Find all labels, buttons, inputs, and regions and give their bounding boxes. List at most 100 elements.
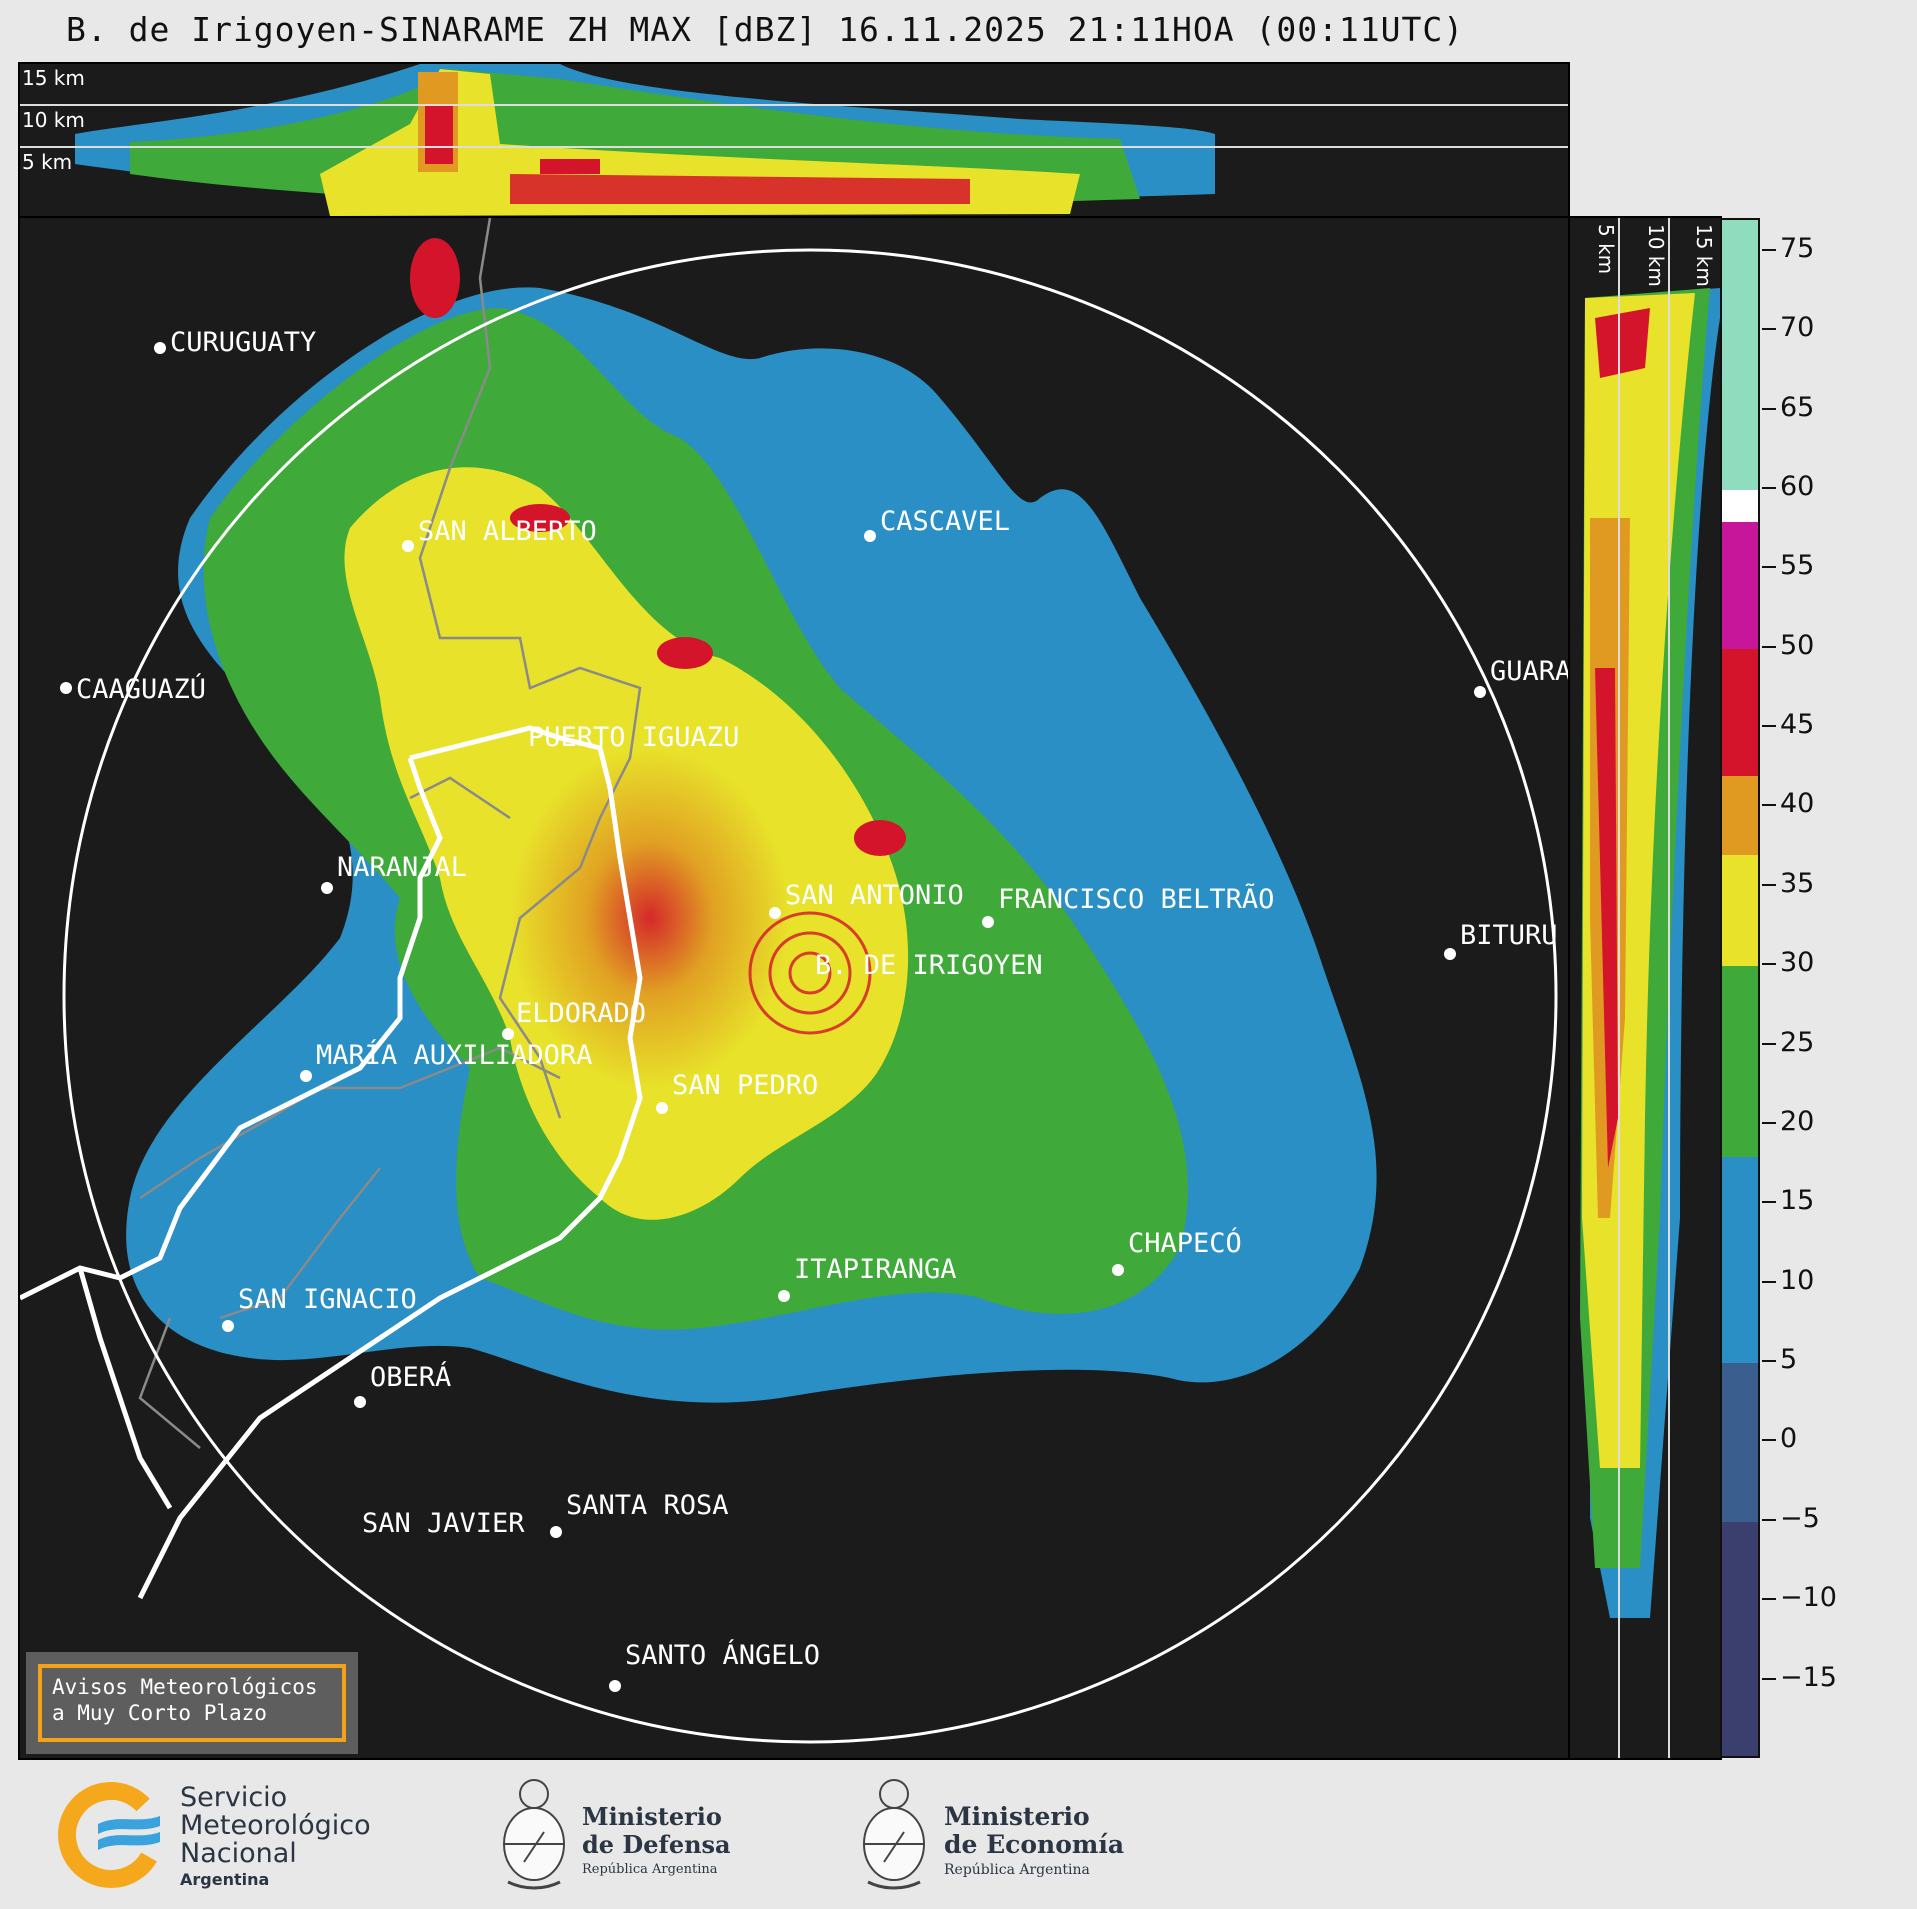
top-cross-section-panel: 15 km 10 km 5 km [18, 62, 1570, 218]
colorbar-segment [1722, 775, 1758, 856]
city-label-cascavel: CASCAVEL [880, 506, 1010, 537]
colorbar-tick-label: 55 [1780, 550, 1815, 582]
radar-map-svg [20, 218, 1558, 1744]
city-label-chapeco: CHAPECÓ [1128, 1227, 1242, 1259]
colorbar-tick [1762, 725, 1776, 728]
city-dot-san-antonio [769, 907, 781, 919]
colorbar-tick-label: 0 [1780, 1423, 1798, 1455]
city-label-san-javier: SAN JAVIER [362, 1508, 525, 1539]
smn-logo-line4: Argentina [180, 1870, 270, 1889]
side-altitude-label-15km: 15 km [1692, 224, 1716, 287]
colorbar-tick-label: 50 [1780, 629, 1815, 661]
colorbar-tick [1762, 1121, 1776, 1124]
top-cross-section-echo [75, 64, 1215, 216]
smn-logo-line1: Servicio [180, 1782, 288, 1813]
city-label-obera: OBERÁ [370, 1361, 451, 1393]
economia-logo-line1: Ministerio [944, 1802, 1090, 1831]
colorbar-tick-label: 10 [1780, 1264, 1815, 1296]
city-label-puerto-iguazu: PUERTO IGUAZU [528, 722, 739, 753]
near-radar-rings [748, 911, 872, 1035]
chart-title: B. de Irigoyen-SINARAME ZH MAX [dBZ] 16.… [66, 10, 1465, 49]
echo-cell-2 [510, 504, 570, 532]
border-gray-1 [418, 218, 642, 1119]
city-label-maria-auxiliadora: MARÍA AUXILIADORA [316, 1039, 592, 1071]
colorbar-tick [1762, 248, 1776, 251]
city-label-bituru: BITURU [1460, 920, 1558, 951]
city-label-santa-rosa: SANTA ROSA [566, 1490, 729, 1521]
colorbar-tick-label: −15 [1780, 1661, 1837, 1693]
colorbar-tick [1762, 883, 1776, 886]
economia-logo-line2: de Economía [944, 1830, 1125, 1859]
colorbar-tick-label: −5 [1780, 1502, 1820, 1534]
city-label-caaguazu: CAAGUAZÚ [76, 673, 206, 705]
city-label-san-ignacio: SAN IGNACIO [238, 1284, 417, 1315]
echo-cell-1 [657, 637, 713, 669]
colorbar-tick-label: 35 [1780, 867, 1815, 899]
city-dot-san-pedro [656, 1102, 668, 1114]
notice-inner: Avisos Meteorológicos a Muy Corto Plazo [38, 1664, 346, 1742]
colorbar-tick [1762, 1201, 1776, 1204]
colorbar-tick-label: 20 [1780, 1105, 1815, 1137]
colorbar-segment [1722, 220, 1758, 490]
side-altitude-line-10km [1668, 218, 1670, 1758]
city-label-eldorado: ELDORADO [516, 998, 646, 1029]
economia-seal-icon [863, 1779, 925, 1890]
defensa-seal-icon [503, 1779, 565, 1890]
colorbar-tick-label: 65 [1780, 391, 1815, 423]
colorbar-tick [1762, 566, 1776, 569]
colorbar-tick [1762, 328, 1776, 331]
city-label-san-pedro: SAN PEDRO [672, 1070, 818, 1101]
city-dot-itapiranga [778, 1290, 790, 1302]
colorbar-tick [1762, 486, 1776, 489]
notice-line-2: a Muy Corto Plazo [52, 1701, 267, 1725]
colorbar-tick [1762, 1598, 1776, 1601]
echo-cell-3 [854, 820, 906, 856]
city-dot-san-alberto [402, 540, 414, 552]
altitude-line-10km [20, 104, 1568, 106]
colorbar-segment [1722, 648, 1758, 776]
notice-line-1: Avisos Meteorológicos [52, 1675, 318, 1699]
colorbar-tick [1762, 1518, 1776, 1521]
city-dot-bituru [1444, 948, 1456, 960]
city-layer: CURUGUATY SAN ALBERTO CASCAVEL CAAGUAZÚ … [60, 327, 1568, 1692]
city-label-curuguaty: CURUGUATY [170, 327, 316, 358]
city-dot-caaguazu [60, 682, 72, 694]
colorbar-tick [1762, 1677, 1776, 1680]
city-label-b-de-irigoyen: B. DE IRIGOYEN [815, 950, 1043, 981]
colorbar-tick [1762, 1280, 1776, 1283]
city-dot-maria-auxiliadora [300, 1070, 312, 1082]
city-label-guara: GUARA [1490, 656, 1568, 687]
city-label-san-alberto: SAN ALBERTO [418, 516, 597, 547]
colorbar-tick-label: 45 [1780, 709, 1815, 741]
colorbar-tick-label: 60 [1780, 470, 1815, 502]
altitude-label-15km: 15 km [22, 66, 85, 90]
altitude-line-5km [20, 146, 1568, 148]
echo-core-region [510, 748, 790, 1088]
city-dot-francisco-beltrao [982, 916, 994, 928]
colorbar-tick-label: 75 [1780, 232, 1815, 264]
colorbar-tick [1762, 804, 1776, 807]
border-white-1 [20, 757, 443, 1301]
city-dot-eldorado [502, 1028, 514, 1040]
smn-logo-icon [57, 1782, 164, 1888]
defensa-logo-line1: Ministerio [582, 1802, 722, 1831]
colorbar-tick-label: 25 [1780, 1026, 1815, 1058]
colorbar-tick [1762, 645, 1776, 648]
colorbar-segment [1722, 489, 1758, 522]
side-cross-section-panel: 5 km 10 km 15 km [1568, 216, 1722, 1760]
side-altitude-label-10km: 10 km [1644, 224, 1668, 287]
colorbar-segment [1722, 1521, 1758, 1756]
defensa-logo-line2: de Defensa [582, 1830, 731, 1859]
city-dot-san-ignacio [222, 1320, 234, 1332]
economia-logo: Ministerio de Economía República Argenti… [854, 1772, 1144, 1902]
defensa-logo: Ministerio de Defensa República Argentin… [494, 1772, 754, 1902]
border-white-2 [137, 725, 643, 1600]
range-ring [62, 248, 1558, 1744]
colorbar-tick [1762, 1360, 1776, 1363]
city-dot-cascavel [864, 530, 876, 542]
city-label-francisco-beltrao: FRANCISCO BELTRÃO [998, 883, 1274, 915]
city-dot-chapeco [1112, 1264, 1124, 1276]
city-dot-santa-rosa [550, 1526, 562, 1538]
city-label-santo-angelo: SANTO ÁNGELO [625, 1639, 820, 1671]
colorbar-tick [1762, 963, 1776, 966]
